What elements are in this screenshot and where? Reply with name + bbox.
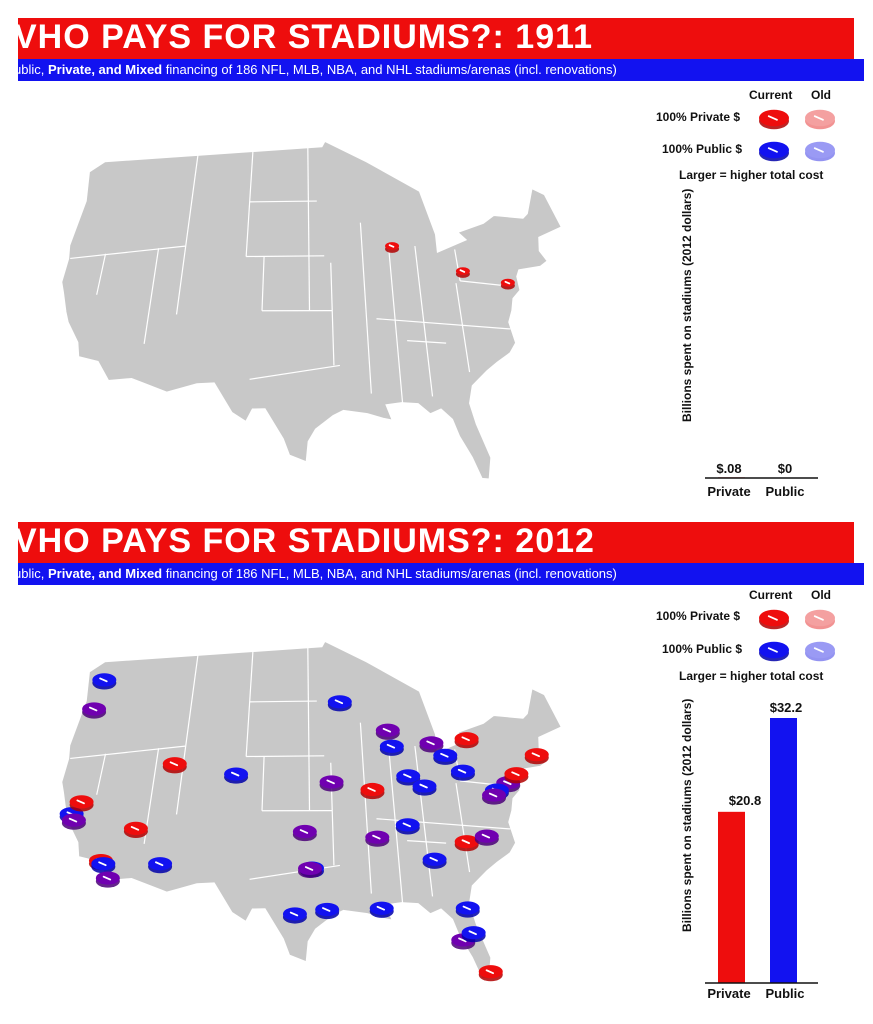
map-marker-mixed [61, 813, 86, 830]
map-marker-public [91, 857, 116, 874]
map-marker-public [369, 901, 394, 918]
chart-panel-2012: VHO PAYS FOR STADIUMS?: 2012 ublic, Priv… [0, 522, 873, 1022]
map-marker-private [69, 795, 94, 812]
map-marker-private [500, 278, 515, 290]
map-marker-mixed [319, 775, 344, 792]
legend-public-old-icon [805, 141, 835, 162]
map-marker-public [282, 907, 307, 924]
value-label-public: $32.2 [769, 700, 803, 715]
map-marker-public [412, 779, 437, 796]
map-marker-private [504, 767, 529, 784]
legend-public-old-icon [805, 641, 835, 662]
chart-subtitle: ublic, Private, and Mixed financing of 1… [14, 62, 617, 77]
map-marker-mixed [365, 830, 390, 847]
y-axis-label: Billions spent on stadiums (2012 dollars… [680, 698, 694, 932]
legend-size-note: Larger = higher total cost [679, 669, 824, 683]
map-marker-mixed [298, 861, 323, 879]
map-marker-public [455, 901, 480, 918]
map-marker-private [455, 267, 470, 278]
map-marker-mixed [375, 723, 400, 740]
map-marker-public [422, 852, 447, 869]
value-label-private: $20.8 [728, 793, 762, 808]
legend-private-current-icon [759, 109, 789, 130]
legend-old-header: Old [811, 588, 831, 602]
map-marker-mixed [474, 829, 499, 846]
map-marker-public [379, 739, 404, 756]
legend-size-note: Larger = higher total cost [679, 168, 824, 182]
bar-private [718, 811, 745, 983]
map-marker-private [360, 782, 385, 800]
legend-private-label: 100% Private $ [656, 110, 741, 124]
chart-title: VHO PAYS FOR STADIUMS?: 2012 [14, 522, 595, 560]
map-marker-mixed [419, 736, 444, 753]
map-marker-mixed [95, 871, 120, 888]
map-marker-public [395, 818, 420, 835]
legend-private-old-icon [805, 109, 835, 130]
chart-svg [59, 609, 835, 984]
subtitle-bar: ublic, Private, and Mixed financing of 1… [14, 563, 864, 585]
chart-panel-1911: VHO PAYS FOR STADIUMS?: 1911 ublic, Priv… [0, 18, 873, 518]
legend-private-old-icon [805, 609, 835, 630]
category-label-private: Private [707, 484, 751, 499]
legend-old-header: Old [811, 88, 831, 102]
map-marker-private [385, 242, 400, 253]
legend-public-label: 100% Public $ [662, 642, 743, 656]
map-marker-private [162, 757, 187, 774]
map-marker-private [454, 835, 479, 852]
map-marker-public [224, 767, 249, 784]
map-marker-mixed [82, 702, 107, 719]
map-marker-mixed [481, 788, 506, 805]
category-label-private: Private [707, 986, 751, 1001]
map-marker-public [92, 673, 117, 690]
map-marker-mixed [292, 824, 317, 842]
map-marker-public [396, 769, 421, 786]
title-bar: VHO PAYS FOR STADIUMS?: 2012 [14, 522, 854, 563]
map-marker-private [454, 732, 479, 749]
category-label-public: Public [765, 484, 805, 499]
map-marker-public [461, 926, 486, 943]
title-bar: VHO PAYS FOR STADIUMS?: 1911 [14, 18, 854, 59]
map-marker-public [315, 902, 340, 920]
y-axis-label: Billions spent on stadiums (2012 dollars… [680, 188, 694, 422]
value-label-private: $.08 [716, 461, 742, 476]
chart-svg [60, 109, 835, 481]
legend-current-header: Current [749, 88, 793, 102]
state-borders [70, 646, 511, 905]
map-marker-public [327, 695, 352, 712]
legend-current-header: Current [749, 588, 793, 602]
category-label-public: Public [765, 986, 805, 1001]
map-marker-public [433, 748, 458, 765]
bar-public [770, 718, 797, 983]
map-marker-private [123, 821, 148, 838]
legend-public-current-icon [759, 141, 789, 162]
legend-public-label: 100% Public $ [662, 142, 743, 156]
map-marker-public [450, 764, 475, 781]
chart-subtitle: ublic, Private, and Mixed financing of 1… [14, 566, 617, 581]
legend-private-label: 100% Private $ [656, 609, 741, 623]
chart-title: VHO PAYS FOR STADIUMS?: 1911 [14, 18, 594, 56]
map-marker-private [478, 965, 503, 982]
legend-private-current-icon [759, 609, 789, 630]
legend-public-current-icon [759, 641, 789, 662]
state-borders [70, 146, 511, 405]
subtitle-bar: ublic, Private, and Mixed financing of 1… [14, 59, 864, 81]
value-label-public: $0 [777, 461, 793, 476]
map-marker-public [148, 857, 173, 874]
map-marker-private [524, 748, 549, 765]
